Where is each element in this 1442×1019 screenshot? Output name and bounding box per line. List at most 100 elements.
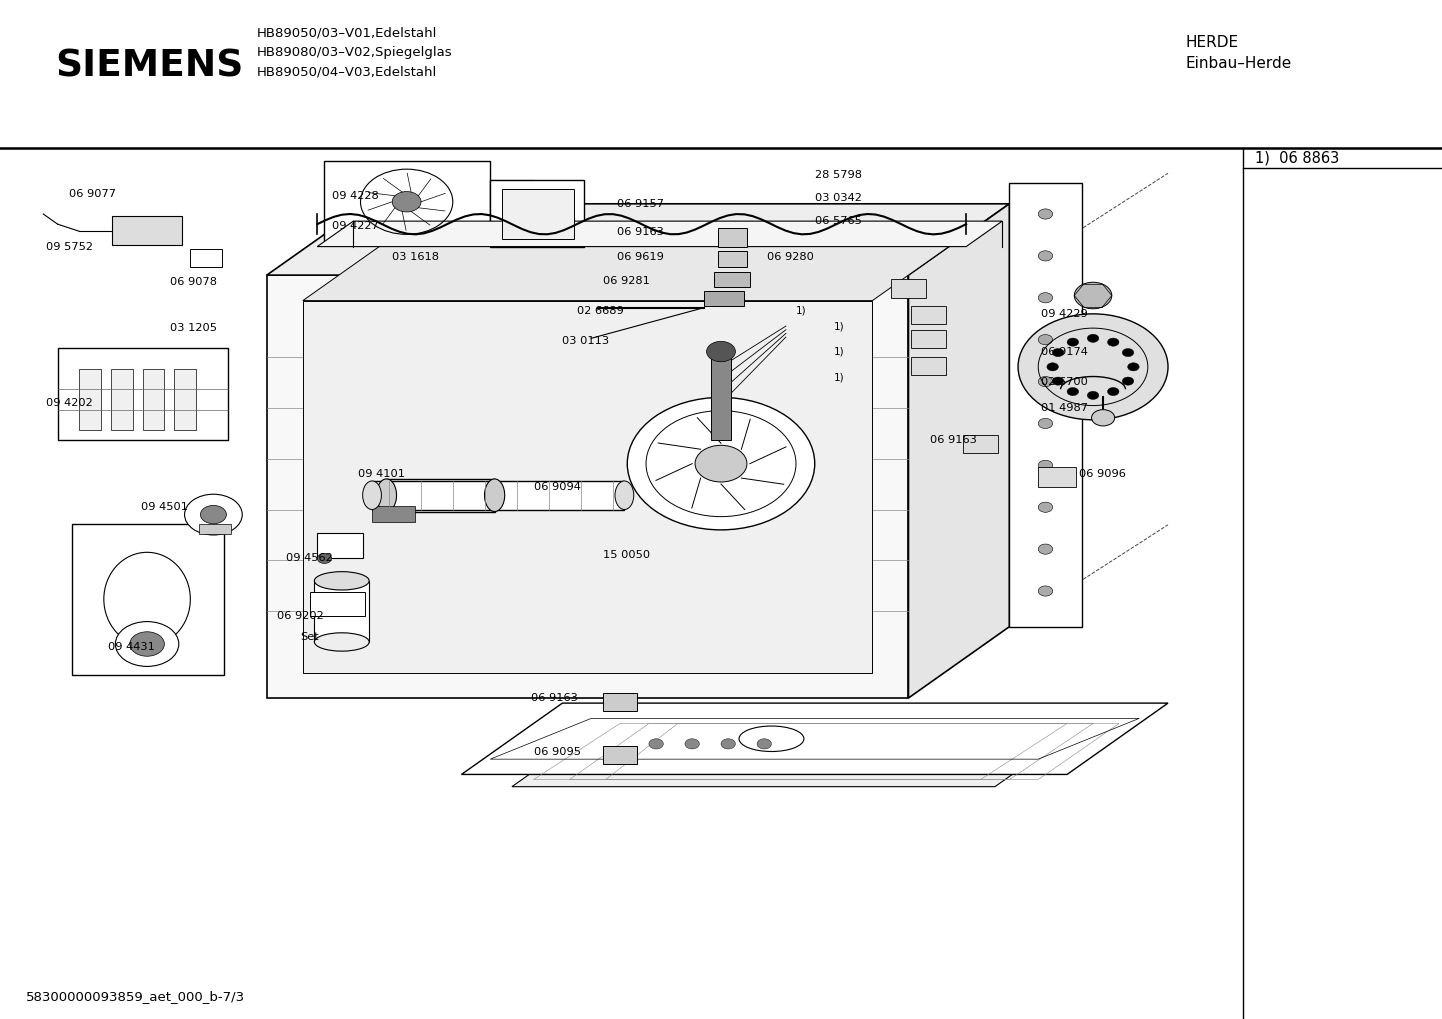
Circle shape <box>1038 502 1053 513</box>
Text: 06 9157: 06 9157 <box>617 199 665 209</box>
Bar <box>1038 467 1076 487</box>
Text: 06 5765: 06 5765 <box>815 216 862 226</box>
Text: 06 9078: 06 9078 <box>170 277 218 287</box>
Circle shape <box>1087 334 1099 342</box>
Text: 09 4229: 09 4229 <box>1041 309 1087 319</box>
Circle shape <box>1067 338 1079 346</box>
Bar <box>711 357 731 440</box>
Text: 28 5798: 28 5798 <box>815 170 862 180</box>
Text: 1): 1) <box>833 321 844 331</box>
Polygon shape <box>317 221 1002 247</box>
Bar <box>72 524 224 675</box>
Circle shape <box>1107 338 1119 346</box>
Text: 02 6689: 02 6689 <box>577 306 623 316</box>
Text: 06 9619: 06 9619 <box>617 252 665 262</box>
Bar <box>372 506 415 522</box>
Bar <box>603 746 637 764</box>
Circle shape <box>1047 363 1058 371</box>
Polygon shape <box>461 703 1168 774</box>
Circle shape <box>200 505 226 524</box>
Bar <box>502 189 574 239</box>
Circle shape <box>649 739 663 749</box>
Text: 03 0342: 03 0342 <box>815 193 862 203</box>
Circle shape <box>1038 251 1053 261</box>
Circle shape <box>1038 292 1053 303</box>
Text: 03 1618: 03 1618 <box>392 252 440 262</box>
Circle shape <box>1038 544 1053 554</box>
Text: 09 4227: 09 4227 <box>332 221 378 231</box>
Circle shape <box>317 553 332 564</box>
Polygon shape <box>512 715 1096 787</box>
Text: 06 9163: 06 9163 <box>531 693 578 703</box>
Ellipse shape <box>614 481 634 510</box>
Bar <box>317 533 363 558</box>
Circle shape <box>1038 461 1053 471</box>
Bar <box>112 216 182 245</box>
Circle shape <box>1067 387 1079 395</box>
Text: 15 0050: 15 0050 <box>603 550 650 560</box>
Polygon shape <box>303 229 973 301</box>
Polygon shape <box>303 301 872 673</box>
Circle shape <box>1092 410 1115 426</box>
Bar <box>310 592 365 616</box>
Circle shape <box>1038 209 1053 219</box>
Text: 06 9096: 06 9096 <box>1079 469 1126 479</box>
Text: 09 4562: 09 4562 <box>286 553 332 564</box>
Polygon shape <box>908 204 1009 698</box>
Ellipse shape <box>363 481 381 510</box>
Text: 09 4101: 09 4101 <box>358 469 405 479</box>
Bar <box>111 369 133 430</box>
Text: 1): 1) <box>833 346 844 357</box>
Text: 09 4501: 09 4501 <box>141 502 189 513</box>
Text: 06 9174: 06 9174 <box>1041 346 1089 357</box>
Circle shape <box>1038 334 1053 344</box>
Text: Set: Set <box>300 632 319 642</box>
Circle shape <box>757 739 771 749</box>
Circle shape <box>627 397 815 530</box>
Text: 01 4987: 01 4987 <box>1041 403 1089 413</box>
Text: HERDE: HERDE <box>1185 36 1239 50</box>
Bar <box>324 161 490 245</box>
Bar <box>190 249 222 267</box>
Bar <box>386 479 495 512</box>
Bar <box>490 180 584 247</box>
Ellipse shape <box>485 479 505 512</box>
Bar <box>911 330 946 348</box>
Circle shape <box>130 632 164 656</box>
Text: 06 9280: 06 9280 <box>767 252 815 262</box>
Text: 09 4228: 09 4228 <box>332 191 378 201</box>
Bar <box>718 251 747 267</box>
Bar <box>490 180 534 226</box>
Text: 1)  06 8863: 1) 06 8863 <box>1255 151 1338 165</box>
Text: 06 9094: 06 9094 <box>534 482 581 492</box>
Bar <box>372 481 624 510</box>
Text: Einbau–Herde: Einbau–Herde <box>1185 56 1292 70</box>
Bar <box>963 435 998 453</box>
Circle shape <box>1038 586 1053 596</box>
Circle shape <box>685 739 699 749</box>
Text: 06 9163: 06 9163 <box>930 435 978 445</box>
Circle shape <box>1053 377 1064 385</box>
Text: 03 1205: 03 1205 <box>170 323 218 333</box>
Circle shape <box>707 341 735 362</box>
Circle shape <box>1018 314 1168 420</box>
Text: 06 9095: 06 9095 <box>534 747 581 757</box>
Ellipse shape <box>314 572 369 590</box>
Bar <box>891 279 926 298</box>
Circle shape <box>1074 282 1112 309</box>
Polygon shape <box>267 204 1009 275</box>
Bar <box>911 357 946 375</box>
Bar <box>603 693 637 711</box>
Bar <box>58 348 228 440</box>
Text: 06 9077: 06 9077 <box>69 189 117 199</box>
Text: 1): 1) <box>833 372 844 382</box>
Text: 1): 1) <box>796 306 806 316</box>
Circle shape <box>1107 387 1119 395</box>
Bar <box>199 524 231 534</box>
Bar <box>911 306 946 324</box>
Bar <box>714 272 750 287</box>
Text: 58300000093859_aet_000_b-7/3: 58300000093859_aet_000_b-7/3 <box>26 990 245 1003</box>
Circle shape <box>1122 348 1133 357</box>
Circle shape <box>1122 377 1133 385</box>
Text: 06 9281: 06 9281 <box>603 276 650 286</box>
